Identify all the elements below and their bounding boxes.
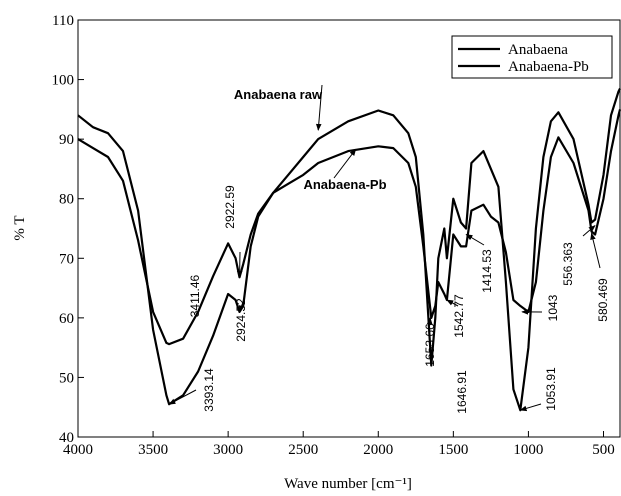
annotation: Anabaena-Pb	[303, 177, 386, 192]
annotation-arrow	[582, 225, 596, 237]
x-tick-label: 3500	[138, 442, 168, 458]
x-tick-label: 4000	[63, 442, 93, 458]
annotation: 3393.14	[202, 368, 216, 412]
annotation: 1053.91	[544, 367, 558, 411]
annotation: 1414.53	[480, 249, 494, 293]
x-tick-label: 500	[592, 442, 615, 458]
annotation-arrow	[238, 295, 246, 313]
series-line	[77, 109, 621, 346]
annotation-arrow	[168, 389, 197, 405]
annotation-arrow	[315, 84, 323, 131]
annotation: 2922.59	[223, 185, 237, 229]
x-tick-label: 1000	[513, 442, 543, 458]
y-tick-label: 50	[59, 370, 74, 386]
annotation: 1542.77	[452, 294, 466, 338]
annotation-arrow	[465, 234, 485, 246]
y-tick-label: 70	[59, 251, 74, 267]
y-tick-label: 100	[52, 73, 75, 89]
annotation: 1646.91	[455, 370, 469, 414]
annotation-arrow	[426, 317, 433, 333]
x-tick-label: 3000	[213, 442, 243, 458]
x-tick-label: 2500	[288, 442, 318, 458]
y-axis-label: % T	[12, 215, 28, 240]
series-line	[77, 88, 621, 412]
y-tick-label: 90	[59, 132, 74, 148]
legend-box	[451, 35, 613, 79]
legend-label: Anabaena	[508, 42, 568, 58]
annotation: 2924.52	[234, 298, 248, 342]
annotation-arrow	[519, 403, 542, 412]
y-tick-label: 80	[59, 192, 74, 208]
annotation: 580.469	[596, 278, 610, 322]
annotation: 556.363	[561, 242, 575, 286]
annotation-arrow	[333, 148, 357, 179]
annotation: 1653.66	[423, 323, 437, 367]
annotation: 3411.46	[188, 274, 202, 317]
y-tick-label: 110	[52, 13, 74, 29]
x-tick-label: 1500	[438, 442, 468, 458]
legend-label: Anabaena-Pb	[508, 59, 589, 75]
annotation: Anabaena raw	[234, 87, 323, 102]
y-tick-label: 40	[59, 430, 74, 446]
annotation-arrow	[590, 232, 601, 269]
annotation: 1043	[546, 294, 560, 321]
y-tick-label: 60	[59, 311, 74, 327]
annotation-arrow	[446, 299, 459, 307]
x-axis-label: Wave number [cm⁻¹]	[284, 476, 412, 492]
x-tick-label: 2000	[363, 442, 393, 458]
plot-frame	[77, 19, 621, 438]
